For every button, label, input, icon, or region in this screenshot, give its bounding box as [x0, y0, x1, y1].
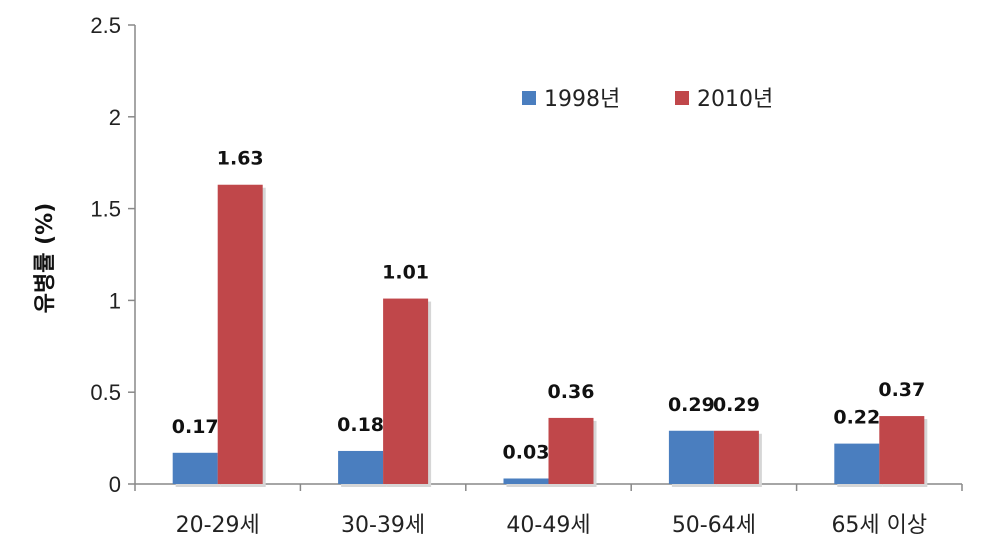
data-label: 1.01: [382, 262, 429, 284]
data-label: 0.29: [668, 394, 715, 416]
data-label: 0.29: [713, 394, 760, 416]
x-tick-label: 65세 이상: [831, 513, 927, 538]
legend-swatch: [522, 91, 536, 105]
bar-series1: [338, 450, 384, 484]
bars: [172, 184, 928, 487]
data-label: 0.22: [833, 407, 880, 429]
y-tick-label: 2: [109, 105, 121, 130]
bar-series2: [383, 298, 429, 484]
legend-label: 2010년: [697, 87, 773, 112]
bar-series1: [503, 478, 549, 484]
bar-series1: [172, 452, 218, 484]
data-label: 0.36: [548, 381, 595, 403]
y-tick-label: 1.5: [90, 197, 121, 222]
legend: 1998년 2010년: [522, 87, 773, 112]
bar-series2: [879, 416, 925, 484]
x-tick-label: 20-29세: [176, 513, 260, 538]
bar-series2: [217, 184, 263, 484]
bar-shadow: [506, 481, 552, 487]
data-label: 0.03: [503, 441, 550, 463]
y-axis: 0 0.5 1 1.5 2 2.5: [90, 13, 136, 497]
bar-series2: [713, 430, 759, 484]
bar-series1: [834, 443, 880, 484]
bar-series1: [668, 430, 714, 484]
data-label: 0.37: [878, 379, 925, 401]
data-label: 0.17: [172, 416, 219, 438]
y-tick-label: 1: [109, 288, 121, 313]
x-tick-label: 40-49세: [506, 513, 590, 538]
x-axis: 20-29세 30-39세 40-49세 50-64세 65세 이상: [134, 483, 963, 538]
data-label: 1.63: [217, 148, 264, 170]
y-tick-label: 0.5: [90, 380, 121, 405]
x-tick-label: 30-39세: [341, 513, 425, 538]
data-label: 0.18: [337, 414, 384, 436]
bar-series2: [548, 417, 594, 484]
x-tick-label: 50-64세: [672, 513, 756, 538]
y-axis-title: 유병률 (%): [33, 203, 58, 314]
legend-swatch: [675, 91, 689, 105]
legend-label: 1998년: [544, 87, 620, 112]
y-tick-label: 2.5: [90, 13, 121, 38]
data-labels: 0.17 0.18 0.03 0.29 0.22 1.63 1.01 0.36 0.29 0.37: [172, 148, 925, 464]
y-tick-label: 0: [109, 472, 121, 497]
